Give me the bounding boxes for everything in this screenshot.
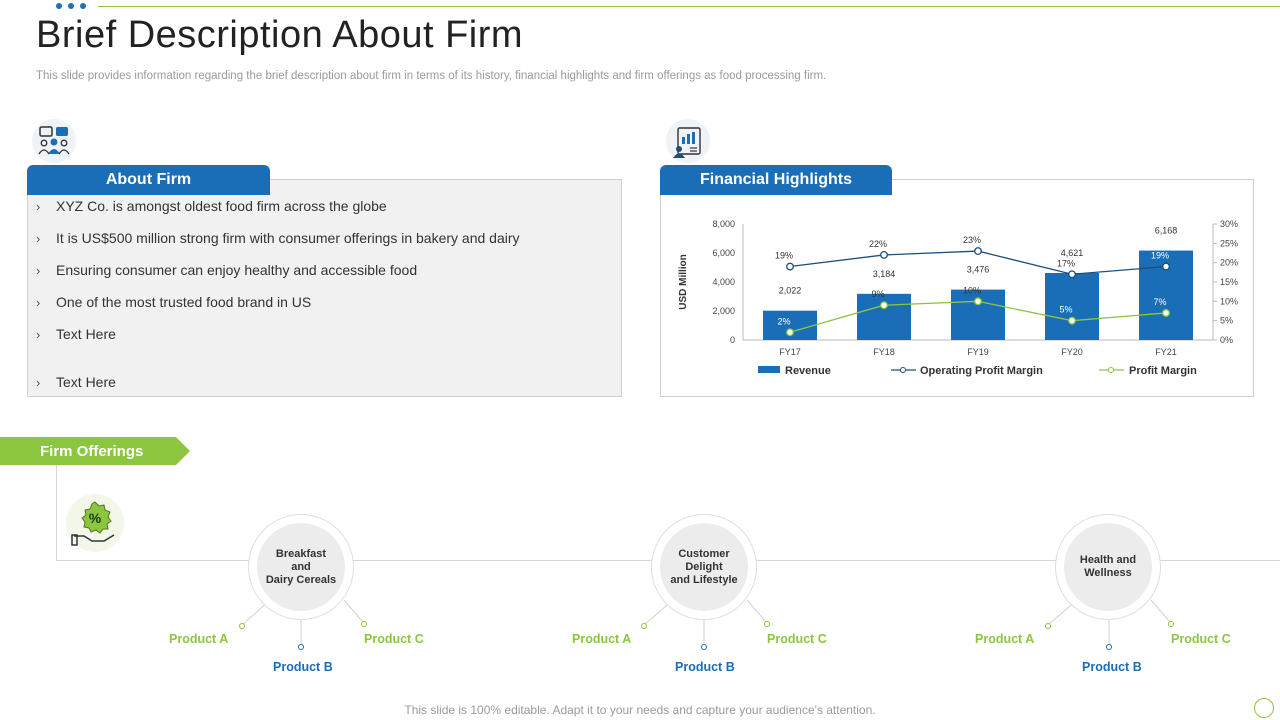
y2-tick-label: 25% bbox=[1220, 238, 1238, 248]
profit-margin-point bbox=[1162, 308, 1170, 317]
legend-swatch-revenue bbox=[758, 366, 780, 373]
list-item: › XYZ Co. is amongst oldest food firm acr… bbox=[36, 198, 387, 214]
product-c-label: Product C bbox=[364, 632, 424, 646]
profit-margin-label: 7% bbox=[1153, 297, 1166, 307]
y-tick-label: 4,000 bbox=[712, 277, 735, 287]
legend-label-revenue: Revenue bbox=[785, 365, 831, 377]
list-item: › Text Here bbox=[36, 326, 116, 342]
y2-tick-label: 10% bbox=[1220, 296, 1238, 306]
operating-margin-point bbox=[880, 250, 888, 259]
chevron-right-icon: › bbox=[36, 199, 41, 214]
operating-margin-point bbox=[786, 262, 794, 271]
profit-margin-point bbox=[880, 301, 888, 310]
y-axis-title: USD Million bbox=[678, 254, 689, 310]
legend-marker-operating bbox=[900, 367, 906, 373]
chevron-right-icon: › bbox=[36, 295, 41, 310]
y-tick-label: 2,000 bbox=[712, 306, 735, 316]
about-firm-heading: About Firm bbox=[27, 165, 270, 195]
product-a-label: Product A bbox=[169, 632, 229, 646]
footer-note: This slide is 100% editable. Adapt it to… bbox=[404, 703, 876, 717]
percent-hand-icon: % bbox=[66, 494, 124, 552]
y2-tick-label: 0% bbox=[1220, 335, 1233, 345]
bar-value-label: 6,168 bbox=[1155, 226, 1178, 236]
legend-label-operating: Operating Profit Margin bbox=[920, 365, 1043, 377]
svg-text:%: % bbox=[89, 510, 102, 526]
meeting-people-icon bbox=[32, 119, 76, 163]
bar-value-label: 4,621 bbox=[1061, 248, 1084, 258]
product-b-label: Product B bbox=[675, 660, 735, 674]
bar-revenue bbox=[951, 289, 1005, 340]
financial-highlights-panel bbox=[660, 179, 1254, 397]
operating-margin-label: 22% bbox=[869, 239, 887, 249]
operating-margin-point bbox=[1162, 262, 1170, 271]
operating-margin-label: 19% bbox=[775, 251, 793, 261]
page-title: Brief Description About Firm bbox=[36, 14, 524, 56]
x-tick-label: FY21 bbox=[1155, 347, 1177, 357]
profit-margin-point bbox=[786, 328, 794, 337]
list-item: › It is US$500 million strong firm with c… bbox=[36, 230, 520, 246]
list-item: › One of the most trusted food brand in U… bbox=[36, 294, 312, 310]
product-b-label: Product B bbox=[273, 660, 333, 674]
category-label: Breakfast and Dairy Cereals bbox=[265, 547, 337, 586]
y2-tick-label: 5% bbox=[1220, 316, 1233, 326]
page-subtitle: This slide provides information regardin… bbox=[36, 70, 827, 82]
profit-margin-point bbox=[974, 297, 982, 306]
category-customer-delight: Customer Delight and Lifestyle bbox=[651, 514, 757, 620]
y2-tick-label: 20% bbox=[1220, 258, 1238, 268]
y2-tick-label: 30% bbox=[1220, 219, 1238, 229]
top-divider-line bbox=[98, 6, 1280, 7]
x-tick-label: FY20 bbox=[1061, 347, 1083, 357]
y2-tick-label: 15% bbox=[1220, 277, 1238, 287]
profit-margin-label: 10% bbox=[963, 285, 981, 295]
operating-margin-label: 19% bbox=[1151, 251, 1169, 261]
chevron-right-icon: › bbox=[36, 231, 41, 246]
chevron-right-icon: › bbox=[36, 375, 41, 390]
legend-marker-profit bbox=[1108, 367, 1114, 373]
category-health-wellness: Health and Wellness bbox=[1055, 514, 1161, 620]
x-tick-label: FY18 bbox=[873, 347, 895, 357]
firm-offerings-heading: Firm Offerings bbox=[40, 443, 144, 460]
category-label: Health and Wellness bbox=[1079, 554, 1137, 579]
product-a-label: Product A bbox=[975, 632, 1035, 646]
profit-margin-label: 2% bbox=[777, 316, 790, 326]
chevron-right-icon: › bbox=[36, 263, 41, 278]
product-b-label: Product B bbox=[1082, 660, 1142, 674]
y-tick-label: 0 bbox=[730, 335, 735, 345]
bar-value-label: 2,022 bbox=[779, 286, 802, 296]
profit-margin-label: 5% bbox=[1059, 305, 1072, 315]
financial-highlights-heading: Financial Highlights bbox=[660, 165, 892, 195]
product-a-label: Product A bbox=[572, 632, 632, 646]
header-dots bbox=[56, 3, 86, 9]
financial-chart: 0 2,000 4,000 6,000 8,000 0% 5% 10% 15% 20% 25% 30%… bbox=[678, 219, 1238, 377]
product-c-label: Product C bbox=[767, 632, 827, 646]
bar-value-label: 3,184 bbox=[873, 269, 896, 279]
operating-margin-point bbox=[1068, 270, 1076, 279]
about-firm-panel bbox=[27, 179, 622, 397]
bar-value-label: 3,476 bbox=[967, 265, 990, 275]
operating-margin-point bbox=[974, 247, 982, 256]
financial-report-icon bbox=[666, 119, 710, 163]
legend-label-profit: Profit Margin bbox=[1129, 365, 1197, 377]
corner-decoration bbox=[1254, 698, 1274, 718]
bar-revenue bbox=[857, 293, 911, 340]
category-label: Customer Delight and Lifestyle bbox=[670, 547, 738, 586]
profit-margin-point bbox=[1068, 316, 1076, 325]
bar-revenue bbox=[1045, 272, 1099, 340]
product-c-label: Product C bbox=[1171, 632, 1231, 646]
list-item: › Text Here bbox=[36, 374, 116, 390]
list-item: › Ensuring consumer can enjoy healthy and… bbox=[36, 262, 418, 278]
operating-margin-label: 23% bbox=[963, 235, 981, 245]
chevron-right-icon: › bbox=[36, 327, 41, 342]
operating-margin-label: 17% bbox=[1057, 258, 1075, 268]
x-tick-label: FY17 bbox=[779, 347, 801, 357]
category-breakfast: Breakfast and Dairy Cereals bbox=[248, 514, 354, 620]
x-tick-label: FY19 bbox=[967, 347, 989, 357]
y-tick-label: 8,000 bbox=[712, 219, 735, 229]
firm-offerings-tab bbox=[0, 437, 190, 465]
offerings-vertical-line bbox=[56, 465, 57, 560]
profit-margin-label: 9% bbox=[871, 289, 884, 299]
y-tick-label: 6,000 bbox=[712, 248, 735, 258]
